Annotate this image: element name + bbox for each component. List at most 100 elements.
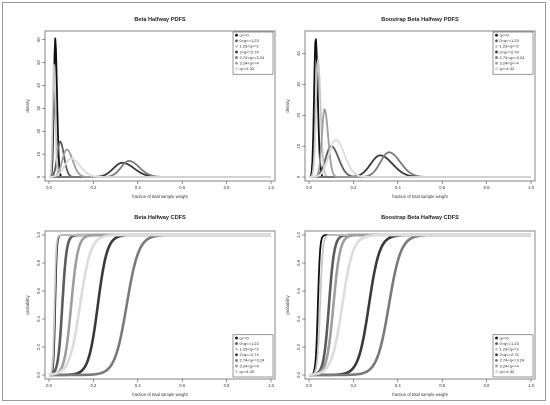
y-axis-label: probability: [285, 295, 290, 315]
legend-entry: 2<q<=2.74: [240, 352, 260, 357]
legend-box: [492, 31, 534, 75]
y-tick-label: 0: [296, 175, 301, 178]
y-tick-label: 0.6: [296, 287, 301, 293]
legend-entry: 3.24<q<=4: [500, 363, 520, 368]
x-tick-label: 0.0: [306, 383, 312, 388]
legend-entry: 1.23<q<=2: [500, 44, 520, 49]
x-tick-label: 1.0: [268, 383, 274, 388]
legend-marker: [235, 39, 238, 43]
legend-marker: [235, 336, 238, 340]
x-tick-label: 0.8: [484, 185, 490, 190]
legend-entry: q<=0: [500, 33, 510, 38]
chart-panel-1: Beta Halfway PDFS 0.0 0.2 0.4 0.6 0.8 1.0 0 10 20…: [25, 17, 276, 199]
legend-marker: [235, 358, 238, 362]
legend-entry: 0<q<=1.23: [500, 341, 520, 346]
y-tick-label: 0.2: [296, 343, 301, 349]
y-tick-label: 1.0: [36, 231, 41, 237]
y-tick-label: 40: [296, 51, 301, 56]
legend-entry: q>=4.32: [240, 66, 255, 71]
legend-entry: 3.24<q<=4: [500, 61, 520, 66]
legend-marker: [235, 364, 238, 368]
x-tick-label: 0.6: [439, 383, 445, 388]
legend-marker: [495, 353, 498, 357]
x-tick-label: 0.8: [224, 383, 230, 388]
legend-marker: [495, 44, 498, 48]
x-tick-label: 0.6: [439, 185, 445, 190]
y-tick-label: 60: [36, 37, 41, 42]
legend-marker: [495, 358, 498, 362]
x-tick-label: 0.6: [179, 185, 185, 190]
y-tick-label: 20: [36, 128, 41, 133]
y-tick-label: 10: [296, 143, 301, 148]
y-axis-label: probability: [25, 295, 30, 315]
y-axis-label: density: [25, 98, 30, 112]
legend-marker: [495, 56, 498, 60]
legend-marker: [235, 67, 238, 71]
x-tick-label: 1.0: [268, 185, 274, 190]
x-tick-label: 1.0: [528, 185, 534, 190]
series-line-6: [48, 148, 272, 178]
x-tick-label: 0.0: [306, 185, 312, 190]
figure-frame: Beta Halfway PDFS 0.0 0.2 0.4 0.6 0.8 1.0 0 10 20…: [2, 2, 546, 401]
chart-panel-2: Boostrap Beta Halfway PDFS 0.0 0.2 0.4 0.6 0.…: [285, 17, 536, 199]
y-tick-label: 0.8: [36, 259, 41, 265]
legend-marker: [495, 39, 498, 43]
x-tick-label: 0.2: [90, 383, 96, 388]
plot-area: [304, 230, 536, 380]
legend-entry: 1.23<q<=2: [500, 347, 520, 352]
legend-marker: [495, 347, 498, 351]
legend-entry: 3.24<q<=4: [240, 363, 260, 368]
legend-marker: [235, 370, 238, 374]
x-tick-label: 0.2: [90, 185, 96, 190]
y-tick-label: 0.0: [36, 371, 41, 377]
legend-marker: [495, 50, 498, 54]
x-tick-label: 0.0: [46, 383, 52, 388]
x-tick-label: 1.0: [528, 383, 534, 388]
legend-entry: q<=0: [240, 335, 250, 340]
legend-marker: [235, 50, 238, 54]
legend: q<=00<q<=1.231.23<q<=22<q<=2.742.74<q<=3…: [492, 334, 534, 378]
y-tick-label: 50: [36, 59, 41, 64]
y-tick-label: 0.8: [296, 259, 301, 265]
legend-entry: 3.24<q<=4: [240, 61, 260, 66]
legend-entry: 0<q<=1.23: [240, 341, 260, 346]
x-axis-label: fraction of total sample weight: [392, 194, 448, 199]
legend-box: [232, 31, 274, 75]
legend: q<=00<q<=1.231.23<q<=22<q<=2.742.74<q<=3…: [492, 31, 534, 75]
x-tick-label: 0.4: [395, 185, 401, 190]
chart-title: Boostrap Beta Halfway CDFS: [381, 215, 459, 221]
legend-entry: 2<q<=2.74: [500, 49, 520, 54]
y-tick-label: 20: [296, 112, 301, 117]
chart-title: Beta Halfway CDFS: [134, 215, 186, 221]
legend-marker: [235, 56, 238, 60]
y-tick-label: 0.6: [36, 287, 41, 293]
legend: q<=00<q<=1.231.23<q<=22<q<=2.742.74<q<=3…: [232, 334, 274, 378]
series-line-7: [48, 157, 272, 178]
x-tick-label: 0.2: [350, 383, 356, 388]
y-axis-label: density: [285, 98, 290, 112]
chart-title: Beta Halfway PDFS: [134, 17, 186, 23]
plot-area: [304, 30, 536, 182]
x-tick-label: 0.4: [395, 383, 401, 388]
series-line-7: [48, 233, 272, 376]
legend-entry: 2<q<=2.74: [240, 49, 260, 54]
x-tick-label: 0.4: [135, 185, 141, 190]
legend-entry: 0<q<=1.23: [500, 38, 520, 43]
legend-marker: [495, 342, 498, 346]
chart-panel-4: Boostrap Beta Halfway CDFS 0.0 0.2 0.4 0.6 0.…: [285, 215, 536, 397]
series-line-3: [308, 58, 532, 178]
y-tick-label: 30: [36, 105, 41, 110]
x-tick-label: 0.6: [179, 383, 185, 388]
y-tick-label: 0.4: [296, 315, 301, 321]
y-tick-label: 30: [296, 81, 301, 86]
x-tick-label: 0.8: [224, 185, 230, 190]
legend-box: [492, 334, 534, 378]
legend-entry: q<=0: [240, 33, 250, 38]
legend-entry: 2.74<q<=3.24: [240, 55, 266, 60]
x-axis-label: fraction of total sample weight: [132, 194, 188, 199]
legend-marker: [235, 353, 238, 357]
legend: q<=00<q<=1.231.23<q<=22<q<=2.742.74<q<=3…: [232, 31, 274, 75]
y-tick-label: 40: [36, 82, 41, 87]
legend-marker: [495, 336, 498, 340]
legend-entry: q<=0: [500, 335, 510, 340]
